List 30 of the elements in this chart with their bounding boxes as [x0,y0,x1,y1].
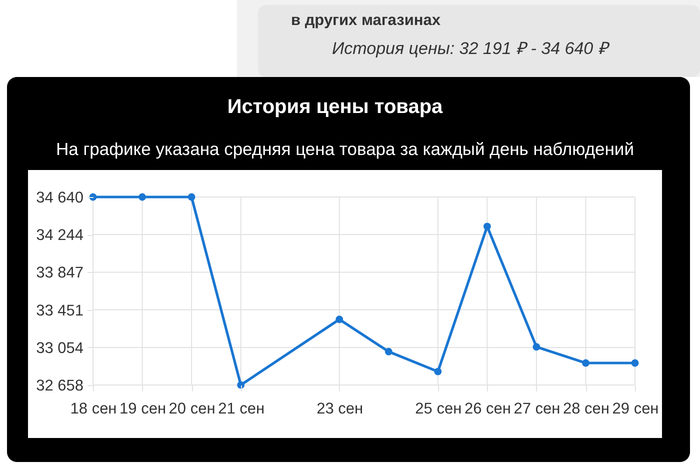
y-tick-label: 33 847 [36,264,84,282]
point [384,348,392,356]
x-tick-label: 25 сен [415,400,462,418]
x-tick-label: 21 сен [218,400,265,418]
x-tick-label: 19 сен [120,400,166,418]
x-tick-label: 29 сен [612,400,659,418]
point [631,359,639,367]
point [434,368,442,376]
y-tick-label: 34 640 [36,190,84,206]
y-tick-label: 32 658 [36,378,84,394]
point [532,343,540,351]
x-tick-label: 28 сен [562,400,610,418]
chart-subtitle: На графике указана средняя цена товара за каждый день наблюдений [56,139,634,159]
y-tick-label: 34 244 [36,227,84,244]
y-tick-label: 33 054 [36,340,84,357]
x-tick-label: 23 сен [316,400,364,418]
text: в других магазинах [291,12,441,29]
point [138,193,146,201]
x-tick-label: 18 сен [70,400,117,418]
point [237,381,245,389]
point [483,222,491,230]
point [188,193,196,201]
x-tick-label: 26 сен [464,400,511,418]
chart-title: История цены товара [227,96,444,118]
x-tick-label: 20 сен [168,400,216,418]
point [582,359,590,367]
text: История цены: 32 191 ₽ - 34 640 ₽ [332,39,610,58]
point [336,316,344,324]
y-tick-label: 33 451 [36,302,84,320]
x-tick-label: 27 сен [514,400,560,418]
